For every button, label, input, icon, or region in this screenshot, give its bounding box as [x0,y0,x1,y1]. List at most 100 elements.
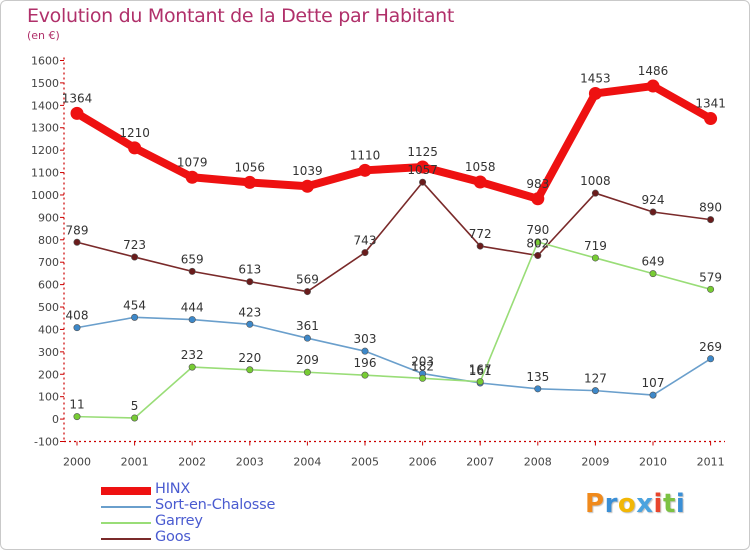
data-label-garrey: 182 [411,359,434,373]
data-label-goos: 924 [642,193,665,207]
data-point-goos [303,288,311,296]
x-tick-label: 2005 [351,456,379,469]
legend-label-goos: Goos [155,529,191,545]
data-label-goos: 723 [123,238,146,252]
data-point-hinx [70,106,84,120]
data-label-goos: 659 [181,252,204,266]
data-point-hinx [473,175,487,189]
data-label-goos: 890 [699,201,722,215]
data-point-garrey [534,238,542,246]
data-label-hinx: 1210 [119,126,150,140]
data-label-sort-en-chalosse: 135 [526,370,549,384]
data-point-goos [419,178,427,186]
data-label-goos: 569 [296,273,319,287]
data-point-garrey [649,270,657,278]
x-tick-label: 2008 [524,456,552,469]
legend-label-garrey: Garrey [155,513,203,529]
data-point-garrey [707,285,715,293]
y-tick-label: 1400 [31,99,59,112]
series-line-sort-en-chalosse [76,316,712,396]
data-label-hinx: 1364 [62,91,93,105]
x-tick-label: 2007 [466,456,494,469]
legend-label-sort-en-chalosse: Sort-en-Chalosse [155,497,276,513]
data-point-sort-en-chalosse [534,385,542,393]
logo-letter: i [675,489,686,519]
y-tick-label: 1600 [31,55,59,68]
logo-letter: o [617,489,637,519]
x-tick-label: 2003 [236,456,264,469]
data-label-sort-en-chalosse: 408 [66,309,89,323]
data-point-goos [246,278,254,286]
data-point-goos [649,208,657,216]
data-point-goos [707,216,715,224]
data-point-garrey [419,374,427,382]
data-point-goos [591,189,599,197]
data-point-garrey [361,371,369,379]
data-point-hinx [646,79,660,93]
chart-subtitle: (en €) [27,29,60,42]
y-tick-label: 1500 [31,77,59,90]
data-point-hinx [416,160,430,174]
data-point-hinx [300,179,314,193]
legend-swatch-goos [101,538,151,540]
y-tick-label: 400 [38,323,59,336]
data-label-sort-en-chalosse: 203 [411,355,434,369]
data-label-sort-en-chalosse: 107 [642,376,665,390]
y-tick-label: 700 [38,256,59,269]
data-label-sort-en-chalosse: 269 [699,340,722,354]
data-point-garrey [303,368,311,376]
data-point-goos [361,249,369,257]
data-point-sort-en-chalosse [361,347,369,355]
data-label-sort-en-chalosse: 361 [296,319,319,333]
chart-title: Evolution du Montant de la Dette par Hab… [27,5,455,27]
y-tick-label: 1300 [31,122,59,135]
x-tick-label: 2010 [639,456,667,469]
x-tick-label: 2002 [178,456,206,469]
data-label-garrey: 579 [699,270,722,284]
data-label-sort-en-chalosse: 423 [238,305,261,319]
data-label-hinx: 1110 [350,148,381,162]
data-label-garrey: 220 [238,351,261,365]
data-label-goos: 613 [238,263,261,277]
data-point-hinx [358,163,372,177]
legend-swatch-sort-en-chalosse [101,506,151,508]
data-label-hinx: 1486 [638,64,669,78]
series-line-hinx [73,82,715,203]
data-point-garrey [591,254,599,262]
data-point-sort-en-chalosse [188,316,196,324]
data-point-goos [476,242,484,250]
proxiti-logo: Proxiti [585,489,685,519]
data-label-sort-en-chalosse: 303 [354,332,377,346]
data-label-sort-en-chalosse: 444 [181,301,204,315]
data-label-sort-en-chalosse: 454 [123,298,146,312]
x-tick-label: 2006 [409,456,437,469]
y-tick-label: 500 [38,301,59,314]
data-label-garrey: 649 [642,255,665,269]
data-label-hinx: 1079 [177,155,208,169]
data-label-goos: 1008 [580,174,611,188]
x-tick-label: 2000 [63,456,91,469]
data-label-hinx: 1058 [465,160,496,174]
data-point-hinx [185,170,199,184]
data-label-garrey: 209 [296,353,319,367]
data-label-sort-en-chalosse: 127 [584,372,607,386]
data-label-sort-en-chalosse: 161 [469,364,492,378]
data-point-goos [131,253,139,261]
logo-letter: x [636,489,654,519]
legend-swatch-hinx [101,487,151,495]
data-point-garrey [131,414,139,422]
data-point-hinx [588,86,602,100]
data-label-garrey: 196 [354,356,377,370]
data-point-hinx [531,192,545,206]
y-tick-label: 100 [38,391,59,404]
data-label-hinx: 1125 [407,145,438,159]
data-label-garrey: 790 [526,223,549,237]
x-tick-label: 2004 [293,456,321,469]
data-point-sort-en-chalosse [131,313,139,321]
data-point-garrey [246,366,254,374]
data-point-hinx [128,141,142,155]
data-point-goos [534,251,542,259]
logo-letter: r [604,489,618,519]
x-tick-label: 2011 [697,456,725,469]
